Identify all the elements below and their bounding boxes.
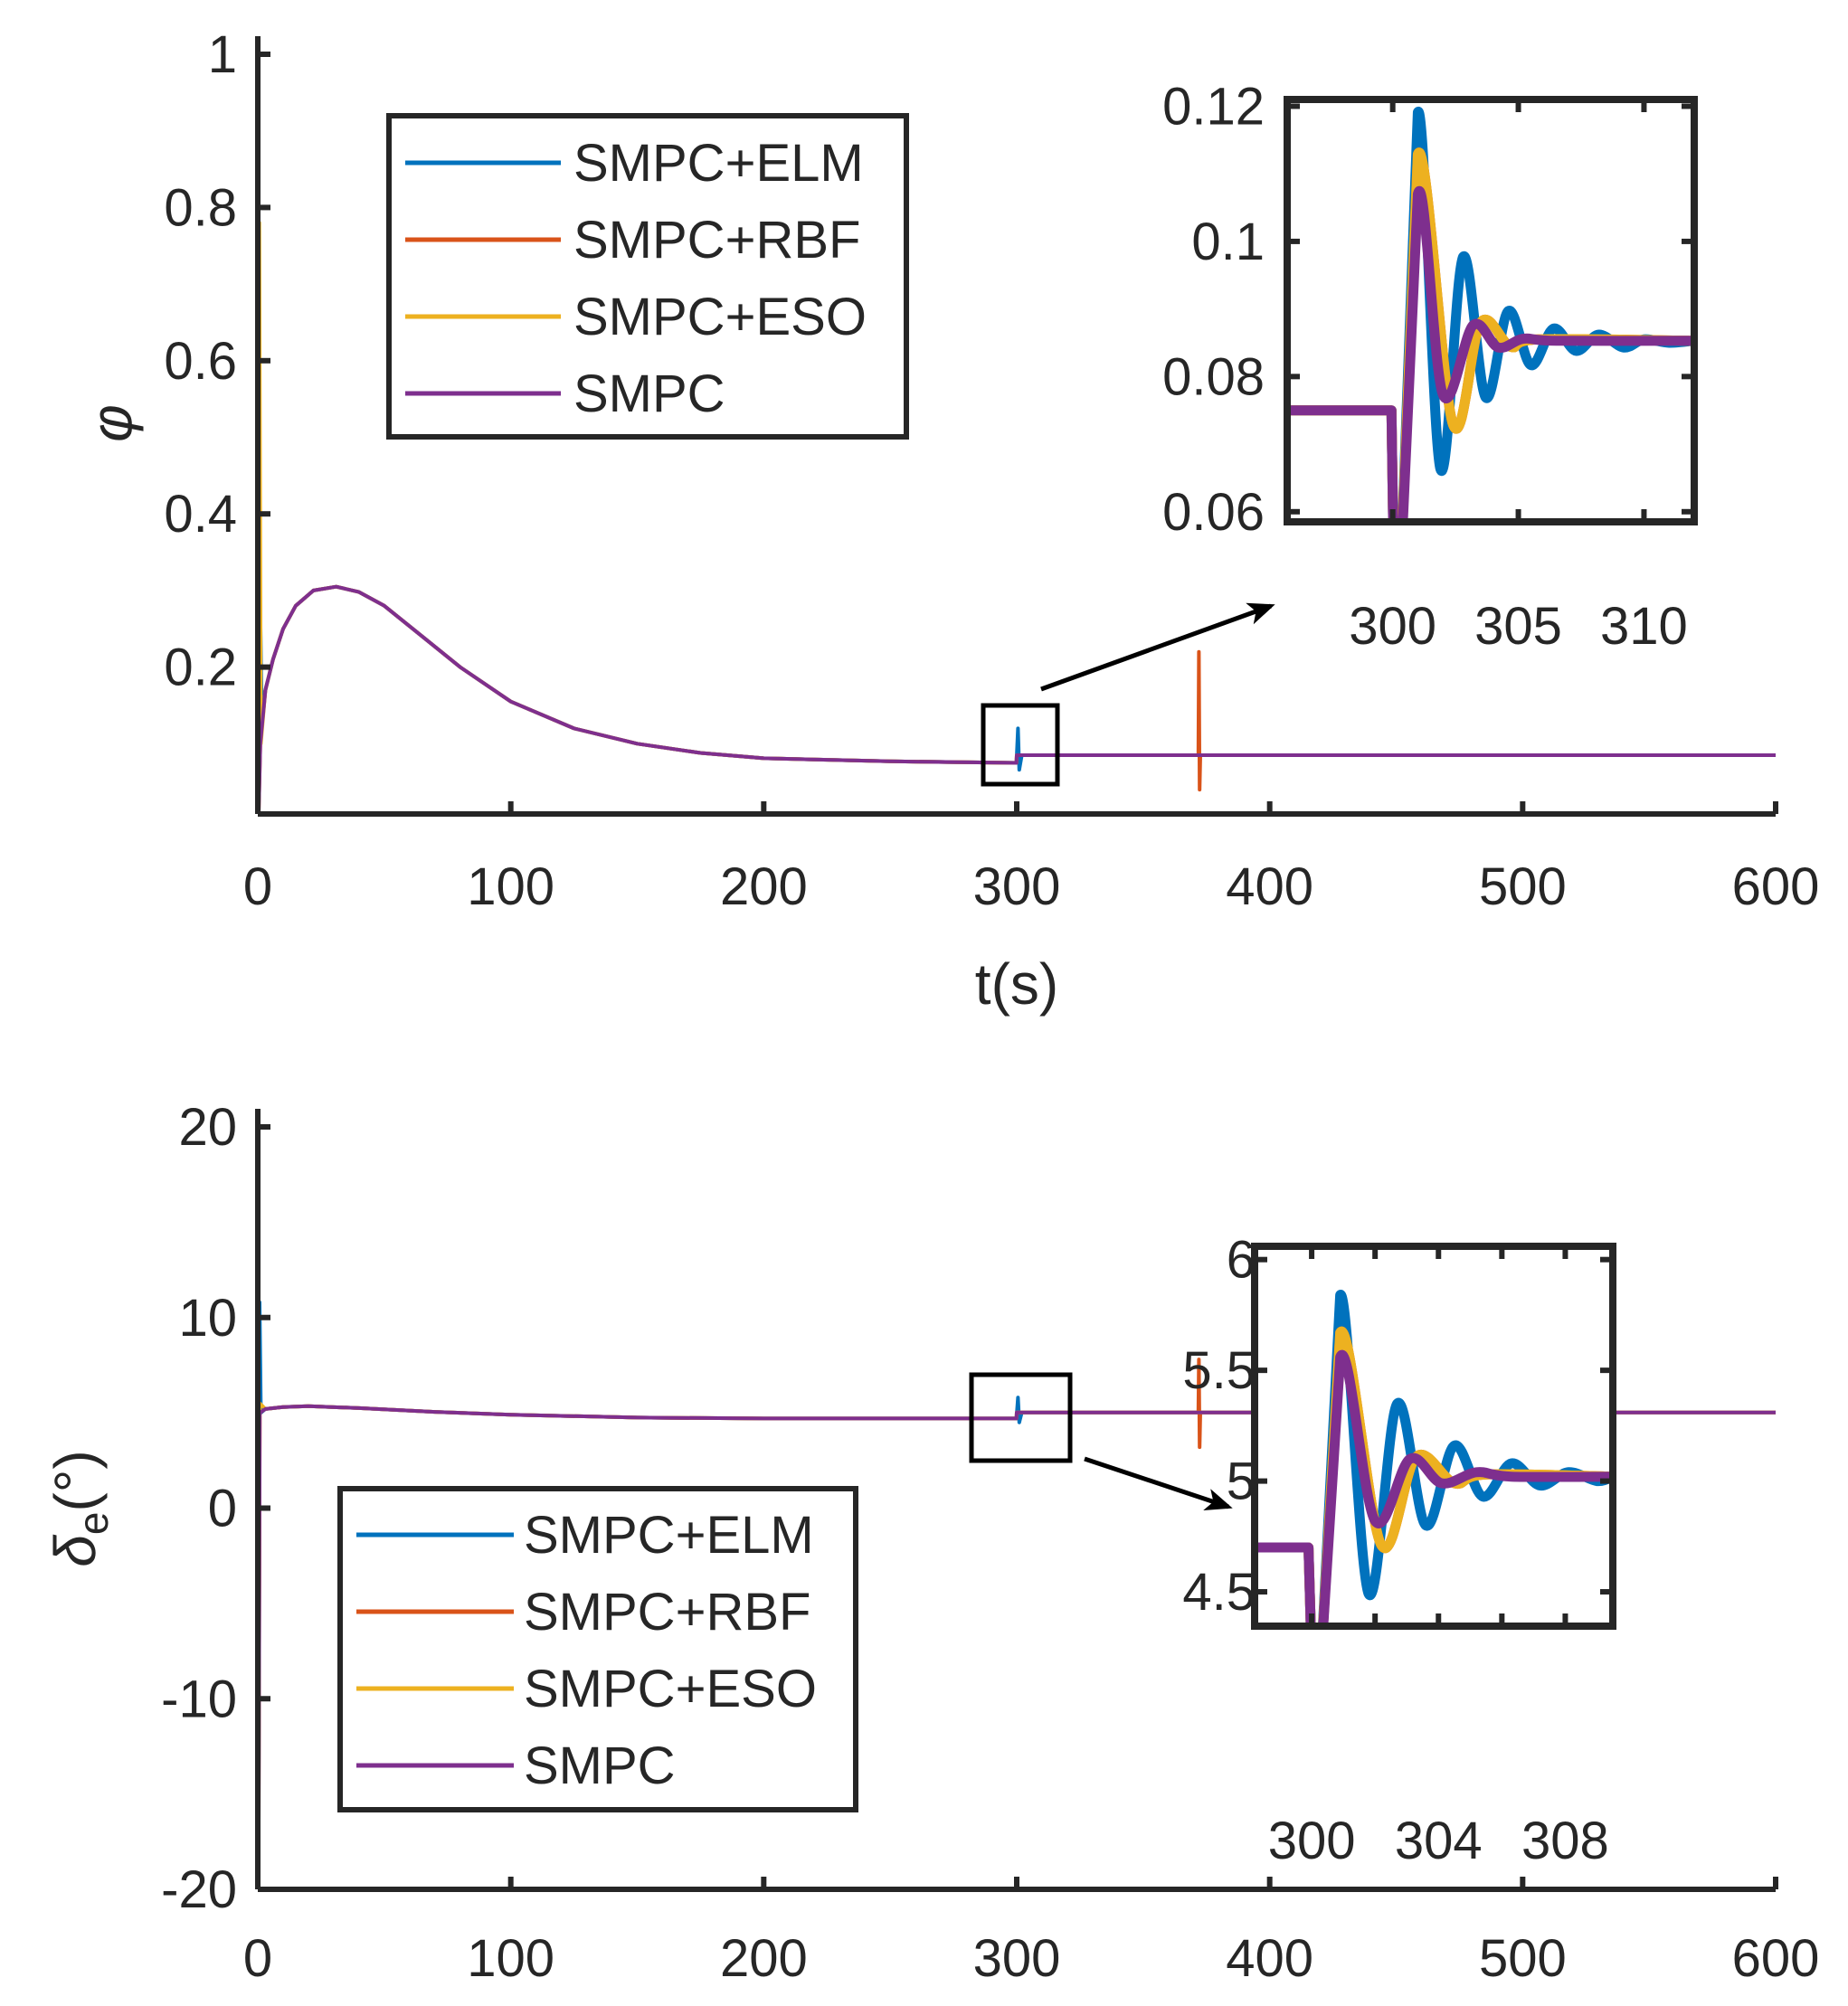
x-tick-label: 500 [1479, 857, 1567, 916]
x-tick-label: 0 [243, 1929, 272, 1988]
y-label-delta-unit: (°) [43, 1450, 108, 1511]
series-line-smpc [1255, 1349, 1613, 1626]
series-line-smpc [258, 52, 1776, 816]
y-label-delta-subscript: e [70, 1512, 117, 1536]
legend-top[interactable]: SMPC+ELM SMPC+RBF SMPC+ESO SMPC [386, 113, 909, 440]
legend-label: SMPC+RBF [524, 1583, 810, 1642]
x-axis-label: t(s) [975, 951, 1058, 1017]
legend-label: SMPC+ELM [524, 1506, 814, 1565]
legend-item[interactable]: SMPC+ELM [405, 134, 864, 193]
inset-background [1287, 99, 1694, 522]
x-tick-label: 400 [1226, 857, 1313, 916]
zoom-arrow-bottom [1084, 1456, 1233, 1510]
y-tick-label: 10 [178, 1289, 237, 1348]
y-axis-label-phi: φ [79, 404, 144, 442]
inset-frame [1251, 1243, 1616, 1630]
y-tick-label: -10 [161, 1670, 237, 1728]
x-tick-label: 100 [467, 857, 554, 916]
legend-item[interactable]: SMPC+ESO [405, 288, 867, 346]
y-tick-label: 0.2 [164, 639, 237, 697]
x-tick-label: 0 [243, 857, 272, 916]
x-tick-label: 200 [720, 857, 808, 916]
legend-label: SMPC+ESO [524, 1660, 817, 1718]
y-label-delta-symbol: δ [43, 1534, 108, 1567]
x-tick-label: 100 [467, 1929, 554, 1988]
y-axis-label-delta: δe(°) [43, 1450, 117, 1566]
series-line-smpc-elm [1287, 107, 1694, 522]
legend-item[interactable]: SMPC [405, 364, 725, 423]
y-tick-label: 0.8 [164, 178, 237, 237]
legend-item[interactable]: SMPC+RBF [405, 211, 860, 270]
legend-bottom[interactable]: SMPC+ELM SMPC+RBF SMPC+ESO SMPC [337, 1486, 858, 1812]
series-group [1287, 107, 1694, 522]
legend-item[interactable]: SMPC+ELM [356, 1506, 814, 1565]
y-tick-label: 0.08 [1162, 347, 1265, 406]
y-tick-label: 0 [208, 1480, 237, 1538]
legend-label: SMPC [524, 1736, 676, 1795]
legend-item[interactable]: SMPC+RBF [356, 1583, 810, 1642]
y-tick-label: 0.06 [1162, 483, 1265, 542]
x-tick-label: 300 [973, 1929, 1061, 1988]
x-tick-label: 500 [1479, 1929, 1567, 1988]
y-tick-label: 0.6 [164, 332, 237, 391]
x-tick-label: 200 [720, 1929, 808, 1988]
elevator-deflection-inset-plot: 300 304 308 4.5 5 5.5 6 [1182, 1231, 1616, 1870]
y-tick-label: 1 [208, 25, 237, 84]
legend-label: SMPC+ESO [573, 288, 867, 346]
y-tick-label: 6 [1227, 1231, 1256, 1290]
legend-label: SMPC [573, 364, 725, 423]
legend-label: SMPC+RBF [573, 211, 860, 270]
y-tick-label: 5.5 [1182, 1341, 1256, 1400]
inset-frame [1284, 96, 1698, 525]
elevator-deflection-plot: 0 100 200 300 400 500 600 -20 -10 0 10 20 [161, 1098, 1819, 1988]
x-tick-label: 300 [973, 857, 1061, 916]
series-line-smpc [1287, 185, 1694, 522]
y-tick-label: 5 [1227, 1452, 1256, 1511]
y-tick-label: 0.4 [164, 485, 237, 544]
series-group [1255, 1290, 1613, 1626]
x-tick-label: 600 [1732, 857, 1820, 916]
x-tick-label: 400 [1226, 1929, 1313, 1988]
legend-item[interactable]: SMPC [356, 1736, 676, 1795]
x-tick-label: 300 [1349, 597, 1436, 656]
legend-label: SMPC+ELM [573, 134, 864, 193]
x-tick-label: 600 [1732, 1929, 1820, 1988]
x-tick-label: 310 [1600, 597, 1688, 656]
phi-inset-plot: 300 305 310 0.06 0.08 0.1 0.12 [1162, 77, 1698, 656]
y-tick-label: 20 [178, 1098, 237, 1157]
x-tick-label: 304 [1395, 1812, 1483, 1870]
zoom-region-box-bottom [969, 1372, 1073, 1463]
zoom-region-box-top [981, 703, 1060, 787]
y-tick-label: 0.1 [1191, 213, 1265, 271]
series-line-smpc [258, 1125, 1776, 1891]
inset-background [1255, 1246, 1613, 1626]
y-tick-label: 4.5 [1182, 1563, 1256, 1622]
legend-item[interactable]: SMPC+ESO [356, 1660, 817, 1718]
zoom-arrow-top [1040, 602, 1275, 692]
y-tick-label: -20 [161, 1860, 237, 1919]
series-group [258, 52, 1776, 816]
phi-plot: 0 100 200 300 400 500 600 0.2 0.4 0.6 0.8 1 [164, 25, 1819, 916]
x-tick-label: 305 [1474, 597, 1562, 656]
x-tick-label: 300 [1268, 1812, 1356, 1870]
x-tick-label: 308 [1521, 1812, 1609, 1870]
y-tick-label: 0.12 [1162, 77, 1265, 136]
